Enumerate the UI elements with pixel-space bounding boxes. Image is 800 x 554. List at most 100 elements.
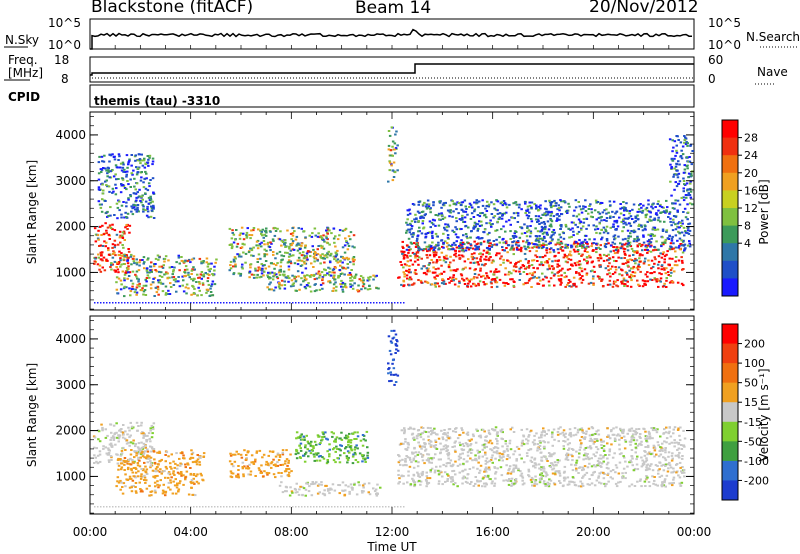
colorbar-swatch [722,190,738,209]
noise-left-tick-top: 10^5 [48,16,81,30]
cpid-panel: CPID themis (tau) -3310 [8,84,695,108]
colorbar-tick-label: 100 [744,357,765,370]
power-region-5 [387,126,399,183]
velocity-region-3 [294,430,370,465]
power-data [93,126,694,304]
beam-label: Beam 14 [355,0,432,18]
xtick-label: 00:00 [73,525,108,539]
velocity-region-6 [387,329,400,386]
colorbar-tick-label: 4 [744,237,751,250]
power-colorbar-label: Power [dB] [757,179,771,244]
freq-unit-label: [MHz] [8,66,43,80]
xtick-label: 04:00 [173,525,208,539]
velocity-data [92,329,687,508]
colorbar-swatch [722,260,738,279]
ytick-label: 3000 [55,378,86,392]
nave-label: Nave [757,65,788,79]
power-region-8 [668,135,694,206]
velocity-colorbar-label: Velocity [m s⁻¹] [757,368,771,461]
colorbar-swatch [722,137,738,156]
colorbar-swatch [722,172,738,191]
colorbar-tick-label: -100 [744,455,769,468]
power-axes: 1000 2000 3000 4000 [55,112,695,310]
power-region-4 [266,272,380,293]
ytick-label: 2000 [55,424,86,438]
colorbar-tick-label: 28 [744,132,758,145]
cpid-label: CPID [8,90,40,104]
noise-left-tick-bottom: 10^0 [48,38,81,52]
freq-trace [90,63,694,76]
freq-label: Freq. [8,53,38,67]
colorbar-swatch [722,324,738,345]
velocity-axes: 1000 2000 3000 4000 [55,316,695,514]
ytick-label: 4000 [55,128,86,142]
xtick-label: 08:00 [274,525,309,539]
noise-right-tick-top: 10^5 [708,16,741,30]
nave-right-tick-top: 60 [708,53,723,67]
xtick-label: 16:00 [475,525,510,539]
power-region-3 [228,226,356,279]
cpid-program: themis (tau) -3310 [94,94,220,108]
noise-right-tick-bottom: 10^0 [708,38,741,52]
nsearch-label: N.Search [746,30,800,44]
power-region-2 [115,254,218,298]
colorbar-swatch [722,460,738,481]
velocity-bottom-band [94,506,405,508]
colorbar-tick-label: 16 [744,184,758,197]
colorbar-swatch [722,120,738,139]
colorbar-tick-label: -200 [744,474,769,487]
power-ylabel: Slant Range [km] [25,160,39,264]
colorbar-swatch [722,243,738,262]
colorbar-swatch [722,363,738,384]
freq-left-tick-top: 18 [54,53,69,67]
ytick-label: 1000 [55,469,86,483]
nave-right-tick-bottom: 0 [708,72,716,86]
colorbar-swatch [722,402,738,423]
colorbar-swatch [722,421,738,442]
colorbar-swatch [722,343,738,364]
ytick-label: 1000 [55,265,86,279]
power-colorbar: 28 24 20 16 12 8 4 [721,119,758,297]
colorbar-swatch [722,225,738,244]
colorbar-tick-label: -15 [744,416,762,429]
power-bottom-band [94,302,405,304]
power-panel: 1000 2000 3000 4000 Slant Range [km] 28 24 20… [25,111,771,311]
colorbar-swatch [722,480,738,501]
colorbar-tick-label: 200 [744,338,765,351]
ytick-label: 3000 [55,174,86,188]
xtick-label: 12:00 [375,525,410,539]
velocity-ylabel: Slant Range [km] [25,363,39,467]
xaxis-label: Time UT [366,540,417,554]
colorbar-tick-label: 24 [744,149,758,162]
ytick-label: 2000 [55,220,86,234]
colorbar-swatch [722,208,738,227]
velocity-region-5 [397,426,687,488]
colorbar-tick-label: 8 [744,220,751,233]
colorbar-tick-label: -50 [744,435,762,448]
velocity-panel: 1000 2000 3000 4000 Slant Range [km] 200 100… [25,315,771,515]
noise-panel: N.Sky 10^5 10^0 10^5 10^0 N.Search [4,16,800,52]
noise-trace [90,28,693,50]
colorbar-swatch [722,441,738,462]
freq-left-tick-bottom: 8 [61,72,69,86]
colorbar-tick-label: 20 [744,167,758,180]
colorbar-tick-label: 12 [744,202,758,215]
date-label: 20/Nov/2012 [589,0,699,17]
colorbar-swatch [722,155,738,174]
colorbar-swatch [722,278,738,297]
freq-panel: Freq. [MHz] 18 8 60 0 Nave [4,53,788,86]
velocity-region-2 [228,449,293,479]
power-region-0 [93,222,133,275]
xtick-label: 00:00 [677,525,712,539]
colorbar-frame [721,323,739,501]
velocity-region-4 [278,481,382,497]
ytick-label: 4000 [55,332,86,346]
power-region-7 [405,199,692,252]
colorbar-tick-label: 50 [744,377,758,390]
velocity-colorbar: 200 100 50 15 -15 -50 -100 -200 [721,323,769,501]
velocity-region-1 [115,449,206,497]
nsky-label: N.Sky [5,33,39,47]
colorbar-swatch [722,382,738,403]
